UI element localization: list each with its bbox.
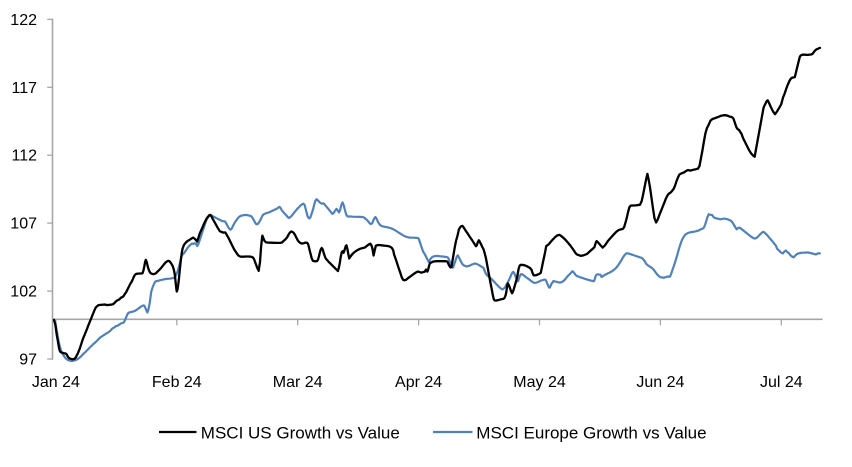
svg-text:Jun 24: Jun 24 <box>636 374 684 391</box>
svg-text:Mar 24: Mar 24 <box>273 374 323 391</box>
svg-text:Feb 24: Feb 24 <box>152 374 202 391</box>
svg-text:May 24: May 24 <box>513 374 566 391</box>
svg-text:Apr 24: Apr 24 <box>395 374 442 391</box>
svg-text:MSCI Europe Growth vs Value: MSCI Europe Growth vs Value <box>476 424 706 443</box>
svg-text:Jul 24: Jul 24 <box>760 374 803 391</box>
svg-text:97: 97 <box>19 352 37 369</box>
svg-text:Jan 24: Jan 24 <box>32 374 80 391</box>
svg-text:122: 122 <box>10 12 37 29</box>
svg-text:107: 107 <box>10 216 37 233</box>
svg-text:MSCI US Growth vs Value: MSCI US Growth vs Value <box>201 424 400 443</box>
svg-text:112: 112 <box>11 148 37 165</box>
svg-text:117: 117 <box>11 80 37 97</box>
svg-text:102: 102 <box>10 284 37 301</box>
